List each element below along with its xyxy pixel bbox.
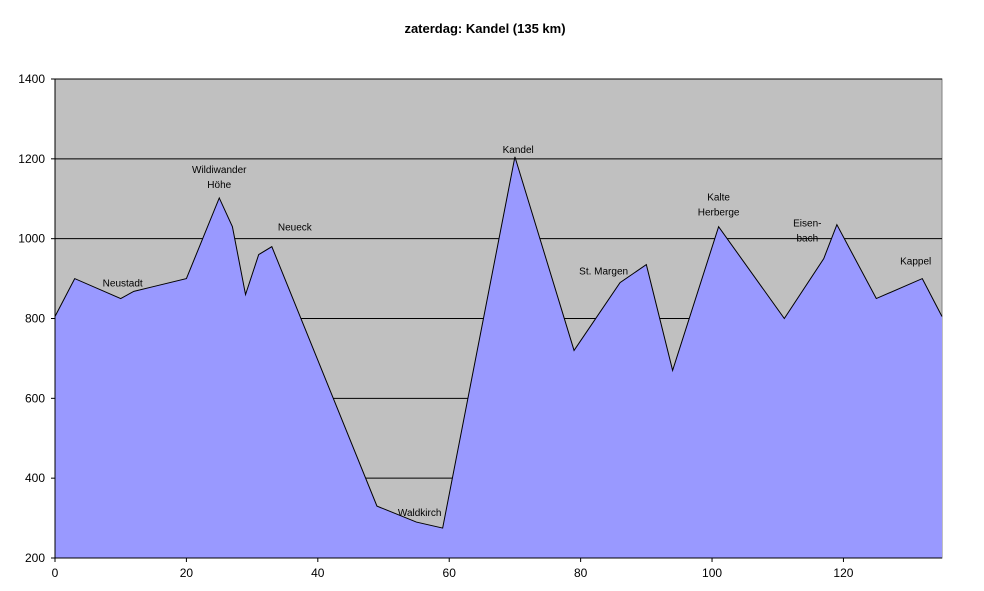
annotation-line: Höhe (207, 180, 231, 191)
annotation-line: Neueck (278, 223, 313, 234)
annotation-line: Wildiwander (192, 165, 247, 176)
annotation-line: Eisen- (793, 219, 821, 230)
x-tick-label: 100 (702, 566, 722, 580)
y-tick-label: 1200 (18, 152, 45, 166)
axis-ticks: 200 400 600 800 1000 1200 1400 0 20 40 60 80 100 120 (18, 72, 942, 580)
annotation-label: Kalte Herberge (698, 193, 740, 219)
annotation-label: Kandel (503, 145, 534, 156)
x-tick-label: 80 (574, 566, 588, 580)
x-tick-label: 20 (180, 566, 194, 580)
y-tick-label: 1000 (18, 232, 45, 246)
annotation-label: Wildiwander Höhe (192, 165, 247, 191)
annotation-line: Herberge (698, 208, 740, 219)
x-tick-label: 40 (311, 566, 325, 580)
annotation-line: bach (796, 234, 818, 245)
y-tick-label: 800 (25, 312, 45, 326)
annotation-label: Neustadt (103, 279, 143, 290)
annotation-line: Neustadt (103, 279, 143, 290)
x-tick-label: 120 (833, 566, 853, 580)
annotations: Neustadt Wildiwander Höhe Neueck Waldkirch Ka… (103, 145, 932, 519)
annotation-line: Kalte (707, 193, 730, 204)
annotation-label: Eisen-bach (793, 219, 821, 245)
annotation-label: Kappel (900, 257, 931, 268)
annotation-line: Kappel (900, 257, 931, 268)
y-tick-label: 600 (25, 391, 45, 405)
chart-title: zaterdag: Kandel (135 km) (404, 21, 566, 36)
x-tick-label: 60 (443, 566, 457, 580)
y-tick-label: 1400 (18, 72, 45, 86)
annotation-line: St. Margen (579, 267, 628, 278)
elevation-area (55, 156, 942, 558)
annotation-line: Waldkirch (398, 508, 442, 519)
annotation-label: Waldkirch (398, 508, 442, 519)
annotation-label: St. Margen (579, 267, 628, 278)
annotation-line: Kandel (503, 145, 534, 156)
elevation-line (54, 156, 943, 529)
y-tick-label: 200 (25, 551, 45, 565)
y-tick-label: 400 (25, 471, 45, 485)
annotation-label: Neueck (278, 223, 313, 234)
x-tick-label: 0 (52, 566, 59, 580)
